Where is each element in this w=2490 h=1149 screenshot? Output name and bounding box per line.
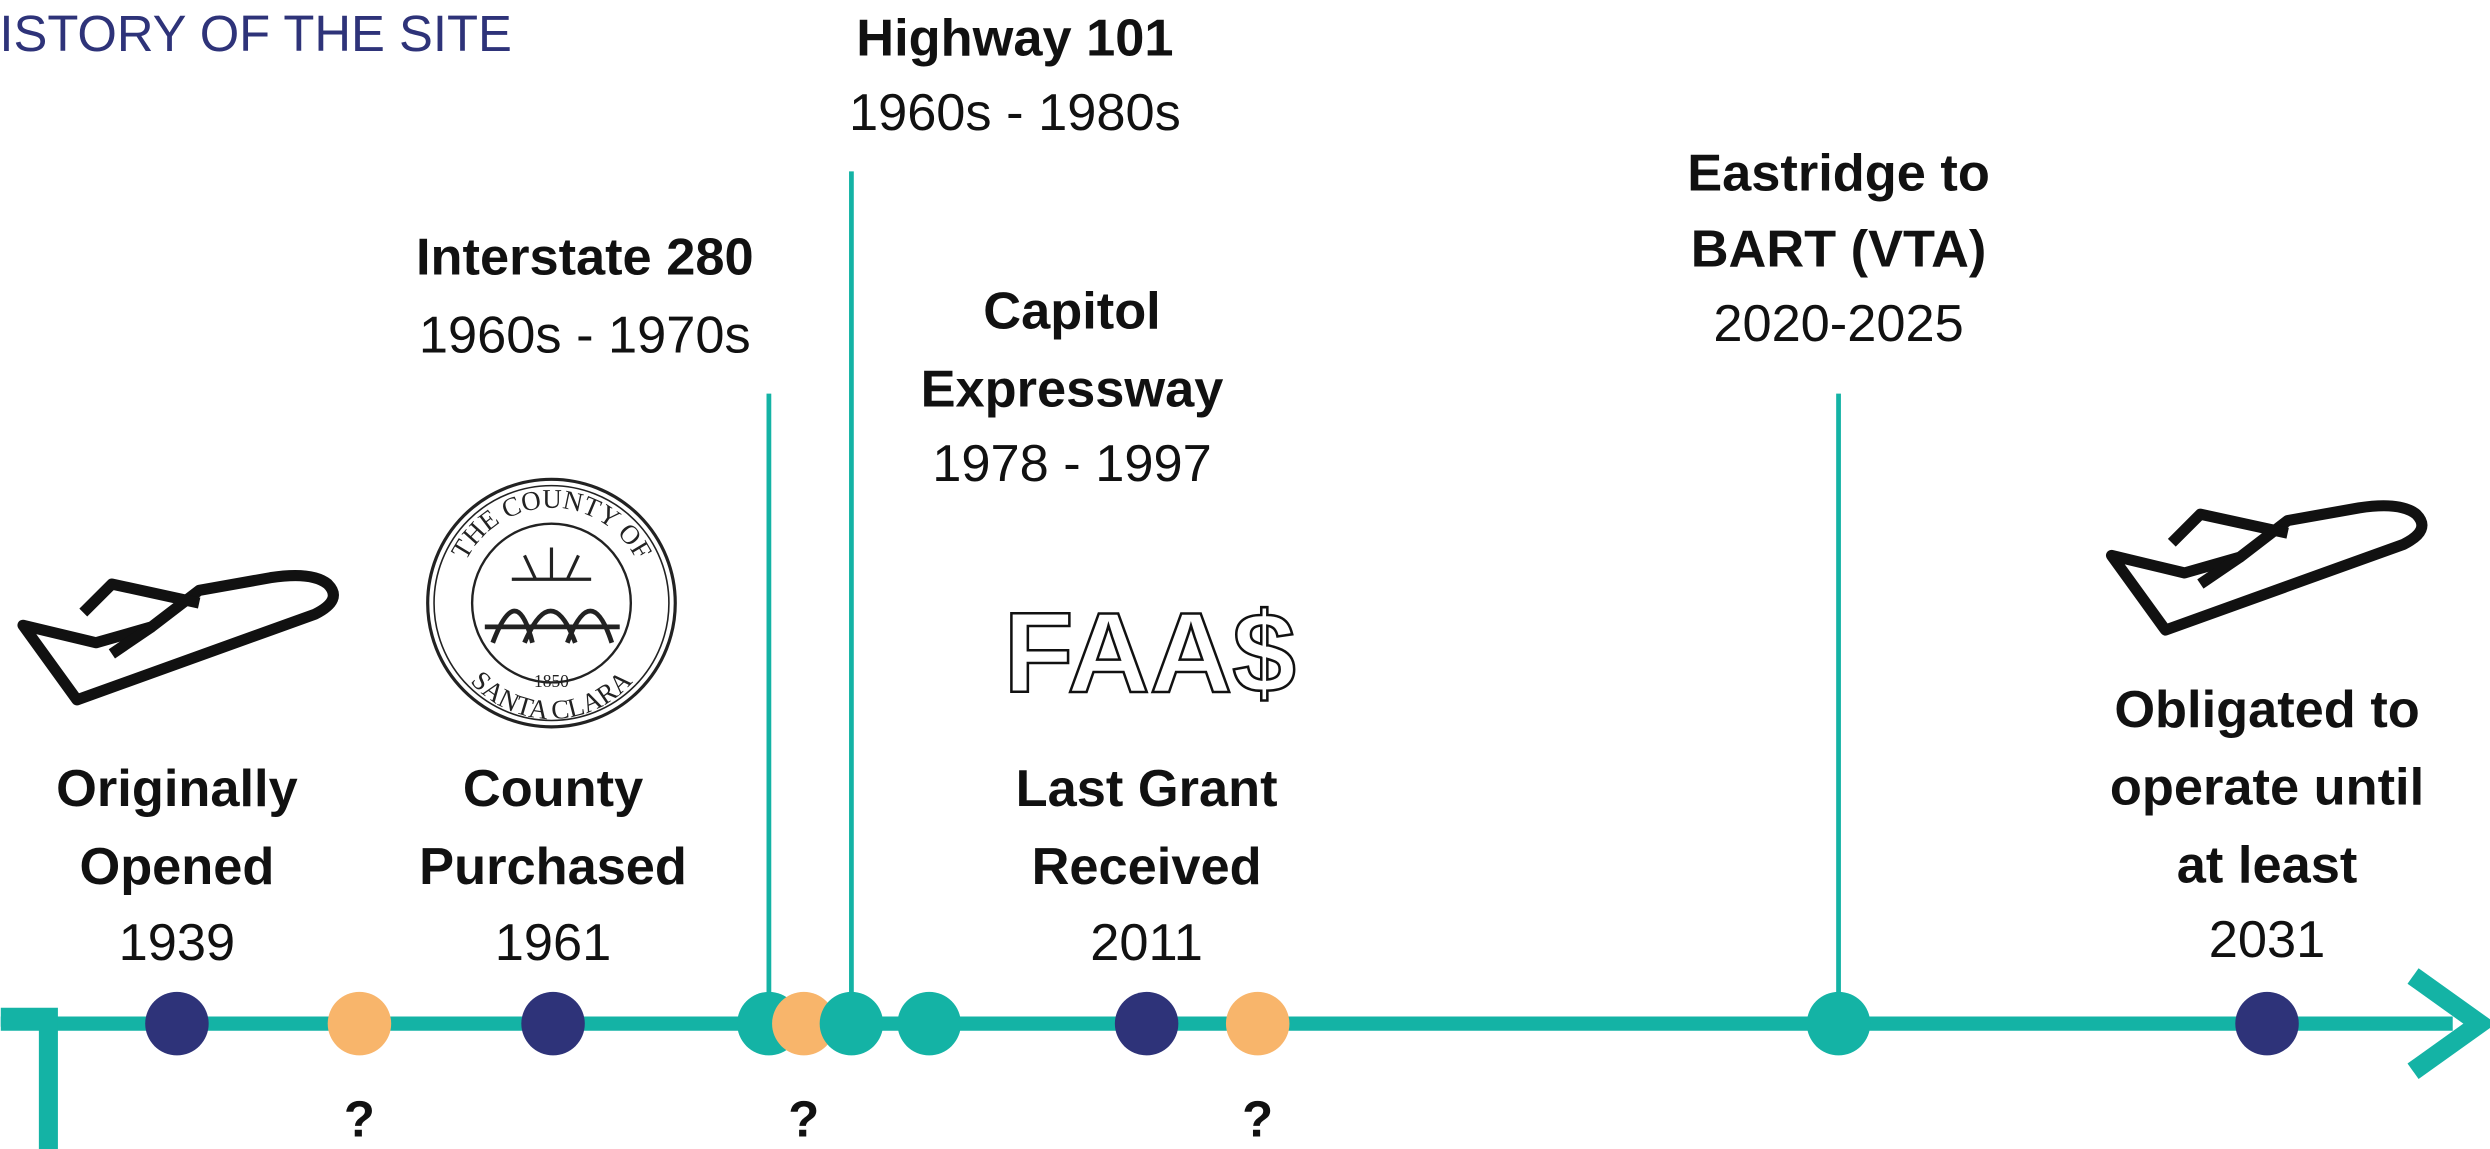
seal-year: 1850 <box>534 671 569 691</box>
road-name: Eastridge to <box>1687 144 1990 202</box>
faa-logo: FAA$ <box>1004 590 1296 717</box>
event-dot <box>1114 991 1179 1056</box>
title: HISTORY OF THE SITE <box>0 5 512 62</box>
road-name: Capitol <box>983 283 1160 341</box>
event-name: Last Grant <box>1016 760 1278 818</box>
road-name: Highway 101 <box>856 10 1173 68</box>
event-name: at least <box>2177 836 2357 894</box>
event-name: Received <box>1032 838 1262 896</box>
road-years: 1978 - 1997 <box>932 435 1212 493</box>
plane-icon <box>17 570 339 706</box>
unknown-mark: ? <box>788 1090 819 1147</box>
event-year: 2011 <box>1090 914 1203 972</box>
event-dot <box>521 991 585 1056</box>
unknown-dot <box>327 991 392 1056</box>
road-years: 1960s - 1970s <box>419 306 751 364</box>
unknown-mark: ? <box>1242 1090 1273 1147</box>
road-name: Interstate 280 <box>416 229 754 287</box>
event-name: County <box>463 760 643 818</box>
road-dot <box>819 991 884 1056</box>
unknown-mark: ? <box>344 1090 375 1147</box>
event-name: Originally <box>56 760 297 818</box>
unknown-dot <box>772 991 836 1056</box>
event-year: 2031 <box>2209 911 2325 969</box>
event-dot <box>2235 991 2299 1056</box>
event-name: Obligated to <box>2114 681 2419 739</box>
axis-start <box>0 1007 58 1149</box>
road-dot <box>897 991 961 1056</box>
event-name: Purchased <box>419 838 687 896</box>
axis-arrow <box>2407 968 2490 1079</box>
event-name: Opened <box>79 838 274 896</box>
event-name: operate until <box>2110 759 2424 817</box>
road-years: 1960s - 1980s <box>849 84 1181 142</box>
road-dot <box>1806 991 1871 1056</box>
county-seal: THE COUNTY OF SANTA CLARA 1850 <box>426 477 677 729</box>
event-year: 1939 <box>119 914 235 972</box>
plane-icon <box>2105 500 2428 636</box>
road-name: BART (VTA) <box>1691 221 1987 279</box>
event-year: 1961 <box>495 914 611 972</box>
event-dot <box>145 991 209 1056</box>
road-years: 2020-2025 <box>1713 295 1963 353</box>
unknown-dot <box>1225 991 1290 1056</box>
road-name: Expressway <box>921 360 1224 418</box>
